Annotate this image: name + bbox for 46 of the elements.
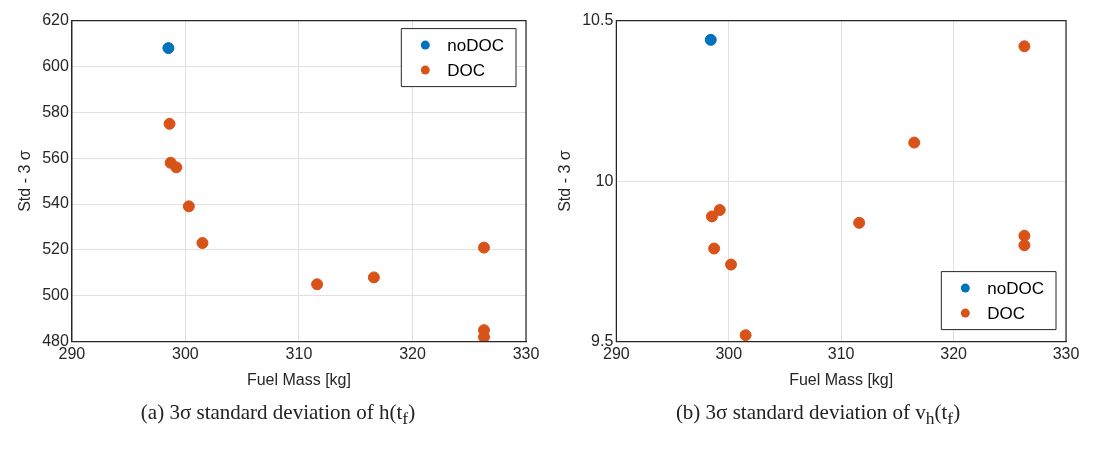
legend-label: noDOC — [987, 278, 1044, 298]
point — [705, 210, 718, 223]
point — [478, 241, 490, 254]
point — [196, 237, 209, 250]
x-tick-label: 330 — [512, 344, 540, 362]
point — [704, 33, 717, 46]
y-tick-label: 10 — [595, 171, 614, 189]
x-axis-title: Fuel Mass [kg] — [789, 370, 894, 388]
y-tick-label: 10.5 — [582, 11, 614, 29]
y-tick-label: 500 — [42, 286, 69, 304]
x-tick-label: 300 — [715, 344, 743, 362]
legend-label: DOC — [987, 303, 1026, 323]
point — [162, 42, 175, 55]
point — [311, 278, 324, 291]
point — [908, 136, 921, 149]
text: (b) 3σ standard deviation of v$_{h}$(t$_{f}$) — [675, 400, 961, 430]
point — [1018, 239, 1031, 252]
point — [739, 329, 752, 342]
y-axis-title: Std - 3 σ — [556, 150, 574, 212]
y-tick-label: 520 — [42, 240, 69, 258]
point — [725, 258, 737, 271]
x-tick-label: 320 — [399, 344, 426, 362]
point — [170, 161, 183, 174]
point — [708, 242, 721, 255]
x-axis-title: Fuel Mass [kg] — [246, 370, 351, 388]
point — [1018, 40, 1031, 53]
y-tick-label: 560 — [42, 148, 69, 166]
text: (a) 3σ standard deviation of h(t$_{f}$) — [140, 400, 416, 430]
x-tick-label: 320 — [940, 344, 968, 362]
point — [182, 200, 195, 213]
x-tick-label: 310 — [827, 344, 855, 362]
point — [1018, 229, 1031, 242]
y-tick-label: 600 — [42, 56, 69, 74]
point — [367, 271, 380, 284]
y-axis-title: Std - 3 σ — [16, 150, 34, 212]
x-tick-label: 300 — [172, 344, 199, 362]
y-tick-label: 540 — [42, 194, 69, 212]
point — [713, 203, 726, 216]
point — [853, 216, 866, 229]
point — [163, 117, 176, 130]
x-tick-label: 330 — [1052, 344, 1080, 362]
x-tick-label: 310 — [285, 344, 313, 362]
y-tick-label: 580 — [42, 102, 69, 120]
legend-label: noDOC — [447, 35, 504, 55]
legend-label: DOC — [447, 60, 486, 80]
y-tick-label: 620 — [42, 11, 69, 29]
